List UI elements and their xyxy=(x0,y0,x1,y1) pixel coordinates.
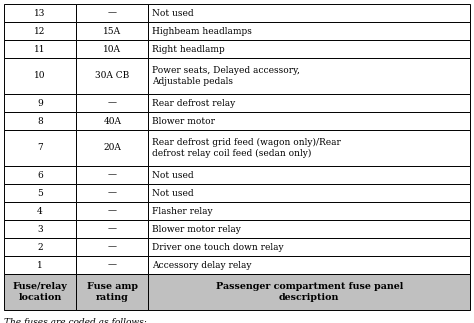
Bar xyxy=(148,256,470,274)
Text: 6: 6 xyxy=(37,171,43,180)
Bar xyxy=(76,202,148,220)
Text: Power seats, Delayed accessory,
Adjustable pedals: Power seats, Delayed accessory, Adjustab… xyxy=(153,66,301,86)
Text: Not used: Not used xyxy=(153,8,194,17)
Text: 3: 3 xyxy=(37,224,43,234)
Bar xyxy=(148,274,470,310)
Bar xyxy=(76,40,148,58)
Bar xyxy=(76,4,148,22)
Text: Not used: Not used xyxy=(153,171,194,180)
Bar xyxy=(76,220,148,238)
Bar xyxy=(4,4,76,22)
Bar xyxy=(148,238,470,256)
Text: 15A: 15A xyxy=(103,26,121,36)
Text: 12: 12 xyxy=(35,26,46,36)
Bar xyxy=(4,112,76,130)
Bar xyxy=(148,166,470,184)
Text: 40A: 40A xyxy=(103,117,121,126)
Text: —: — xyxy=(108,8,117,17)
Text: 11: 11 xyxy=(34,45,46,54)
Bar xyxy=(4,238,76,256)
Text: Driver one touch down relay: Driver one touch down relay xyxy=(153,243,284,252)
Text: 5: 5 xyxy=(37,189,43,197)
Bar xyxy=(148,94,470,112)
Bar xyxy=(148,220,470,238)
Text: Fuse/relay
location: Fuse/relay location xyxy=(13,282,67,302)
Text: 4: 4 xyxy=(37,206,43,215)
Bar xyxy=(76,184,148,202)
Text: 1: 1 xyxy=(37,261,43,269)
Bar xyxy=(76,274,148,310)
Text: Highbeam headlamps: Highbeam headlamps xyxy=(153,26,252,36)
Text: 10A: 10A xyxy=(103,45,121,54)
Bar xyxy=(76,22,148,40)
Text: 13: 13 xyxy=(35,8,46,17)
Bar xyxy=(76,94,148,112)
Bar xyxy=(4,94,76,112)
Bar xyxy=(148,4,470,22)
Bar xyxy=(4,274,76,310)
Text: 9: 9 xyxy=(37,99,43,108)
Bar xyxy=(4,220,76,238)
Text: Accessory delay relay: Accessory delay relay xyxy=(153,261,252,269)
Bar xyxy=(4,184,76,202)
Bar xyxy=(4,256,76,274)
Bar xyxy=(76,58,148,94)
Text: Not used: Not used xyxy=(153,189,194,197)
Bar xyxy=(148,58,470,94)
Text: —: — xyxy=(108,99,117,108)
Text: —: — xyxy=(108,206,117,215)
Text: Rear defrost relay: Rear defrost relay xyxy=(153,99,236,108)
Text: Passenger compartment fuse panel
description: Passenger compartment fuse panel descrip… xyxy=(216,282,403,302)
Text: 10: 10 xyxy=(34,71,46,80)
Text: 8: 8 xyxy=(37,117,43,126)
Text: —: — xyxy=(108,171,117,180)
Text: 30A CB: 30A CB xyxy=(95,71,129,80)
Bar xyxy=(148,112,470,130)
Text: Flasher relay: Flasher relay xyxy=(153,206,213,215)
Text: Blower motor: Blower motor xyxy=(153,117,216,126)
Bar xyxy=(148,40,470,58)
Text: —: — xyxy=(108,243,117,252)
Text: The fuses are coded as follows:: The fuses are coded as follows: xyxy=(4,318,147,323)
Bar xyxy=(148,130,470,166)
Text: Fuse amp
rating: Fuse amp rating xyxy=(87,282,138,302)
Bar xyxy=(4,40,76,58)
Bar xyxy=(148,22,470,40)
Text: —: — xyxy=(108,261,117,269)
Bar xyxy=(4,130,76,166)
Bar xyxy=(148,184,470,202)
Text: 7: 7 xyxy=(37,143,43,152)
Bar xyxy=(76,256,148,274)
Text: Right headlamp: Right headlamp xyxy=(153,45,225,54)
Bar xyxy=(76,238,148,256)
Bar xyxy=(4,202,76,220)
Bar xyxy=(148,202,470,220)
Bar xyxy=(76,112,148,130)
Text: Blower motor relay: Blower motor relay xyxy=(153,224,241,234)
Text: Rear defrost grid feed (wagon only)/Rear
defrost relay coil feed (sedan only): Rear defrost grid feed (wagon only)/Rear… xyxy=(153,138,341,158)
Bar xyxy=(76,166,148,184)
Bar xyxy=(4,166,76,184)
Text: —: — xyxy=(108,189,117,197)
Bar xyxy=(4,58,76,94)
Text: —: — xyxy=(108,224,117,234)
Text: 2: 2 xyxy=(37,243,43,252)
Text: 20A: 20A xyxy=(103,143,121,152)
Bar xyxy=(76,130,148,166)
Bar xyxy=(4,22,76,40)
